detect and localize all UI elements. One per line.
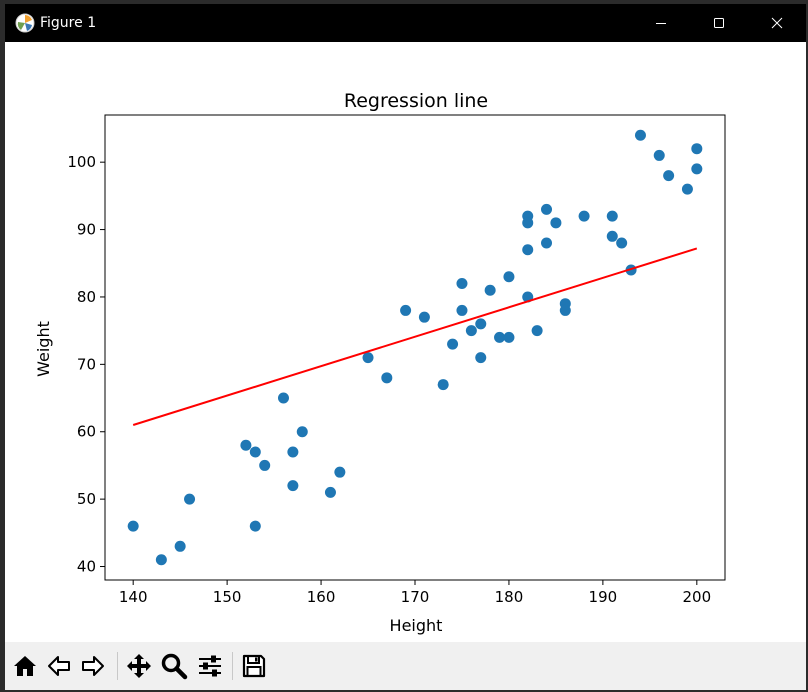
back-button[interactable] [43, 650, 75, 682]
chart-title: Regression line [344, 90, 488, 112]
data-point [522, 244, 534, 256]
y-tick-label: 50 [77, 490, 96, 508]
sliders-icon [199, 655, 221, 677]
data-point [663, 170, 675, 182]
scatter-chart: Regression line Height Weight 140 150 160 1… [34, 90, 726, 635]
pan-button[interactable] [123, 650, 155, 682]
data-point [277, 392, 289, 404]
y-axis-label: Weight [34, 321, 53, 377]
data-point [475, 318, 487, 330]
y-tick-label: 100 [67, 153, 96, 171]
x-tick-label: 190 [589, 588, 618, 606]
home-icon [14, 656, 36, 676]
x-tick-label: 140 [119, 588, 148, 606]
arrow-left-icon [48, 656, 70, 676]
title-bar[interactable]: Figure 1 [5, 4, 806, 42]
x-axis-label: Height [390, 616, 443, 635]
data-point [634, 129, 646, 141]
data-point [541, 237, 553, 249]
plot-layer: 140 150 160 170 180 190 200 40 50 60 70 80 90 100 [67, 129, 711, 606]
data-point [503, 271, 515, 283]
y-tick-label: 90 [77, 221, 96, 239]
data-point [522, 217, 534, 229]
forward-button[interactable] [77, 650, 109, 682]
window-title: Figure 1 [40, 15, 97, 31]
x-tick-label: 150 [213, 588, 242, 606]
data-point [484, 284, 496, 296]
axes-frame [104, 114, 726, 581]
data-point [606, 210, 618, 222]
data-point [541, 203, 553, 215]
data-point [616, 237, 628, 249]
data-point [240, 439, 252, 451]
data-point [494, 331, 506, 343]
data-point [691, 143, 703, 155]
data-point [456, 277, 468, 289]
data-point [447, 338, 459, 350]
data-point [249, 520, 261, 532]
floppy-disk-icon [242, 654, 266, 678]
y-tick-label: 80 [77, 288, 96, 306]
data-point [456, 304, 468, 316]
data-point [418, 311, 430, 323]
data-point [465, 325, 477, 337]
x-tick-label: 170 [401, 588, 430, 606]
data-point [475, 352, 487, 364]
y-tick-label: 40 [77, 558, 96, 576]
data-point [296, 426, 308, 438]
data-point [362, 352, 374, 364]
data-point [559, 304, 571, 316]
data-point [691, 163, 703, 175]
matplotlib-logo-icon [15, 13, 35, 33]
x-tick-label: 160 [307, 588, 336, 606]
configure-subplots-button[interactable] [194, 650, 226, 682]
data-point [184, 493, 196, 505]
arrow-right-icon [82, 656, 104, 676]
y-tick-label: 60 [77, 423, 96, 441]
toolbar-separator [117, 652, 118, 680]
data-point [174, 540, 186, 552]
data-point [287, 480, 299, 492]
save-button[interactable] [238, 650, 270, 682]
minimize-button[interactable] [632, 4, 690, 42]
data-point [400, 304, 412, 316]
data-point [653, 149, 665, 161]
y-tick-label: 70 [77, 355, 96, 373]
data-point [531, 325, 543, 337]
figure-canvas[interactable]: Regression line Height Weight 140 150 160 1… [5, 42, 806, 642]
data-point [259, 459, 271, 471]
toolbar-separator [232, 652, 233, 680]
close-button[interactable] [748, 4, 806, 42]
data-point [606, 230, 618, 242]
data-point [550, 217, 562, 229]
close-icon [771, 17, 783, 29]
data-point [334, 466, 346, 478]
regression-line [132, 247, 698, 426]
data-point [503, 331, 515, 343]
figure-window: Figure 1 Regression line Height Weight 1… [5, 4, 806, 690]
home-button[interactable] [9, 650, 41, 682]
data-point [381, 372, 393, 384]
data-point [249, 446, 261, 458]
zoom-button[interactable] [158, 650, 190, 682]
x-tick-label: 200 [682, 588, 711, 606]
maximize-button[interactable] [690, 4, 748, 42]
data-point [287, 446, 299, 458]
navigation-toolbar [5, 642, 806, 690]
data-point [155, 554, 167, 566]
data-point [127, 520, 139, 532]
x-tick-label: 180 [495, 588, 524, 606]
move-icon [127, 654, 151, 678]
data-point [578, 210, 590, 222]
data-point [681, 183, 693, 195]
data-point [437, 379, 449, 391]
data-point [324, 486, 336, 498]
magnifier-icon [161, 653, 188, 680]
minimize-icon [656, 23, 666, 24]
maximize-icon [714, 18, 724, 28]
